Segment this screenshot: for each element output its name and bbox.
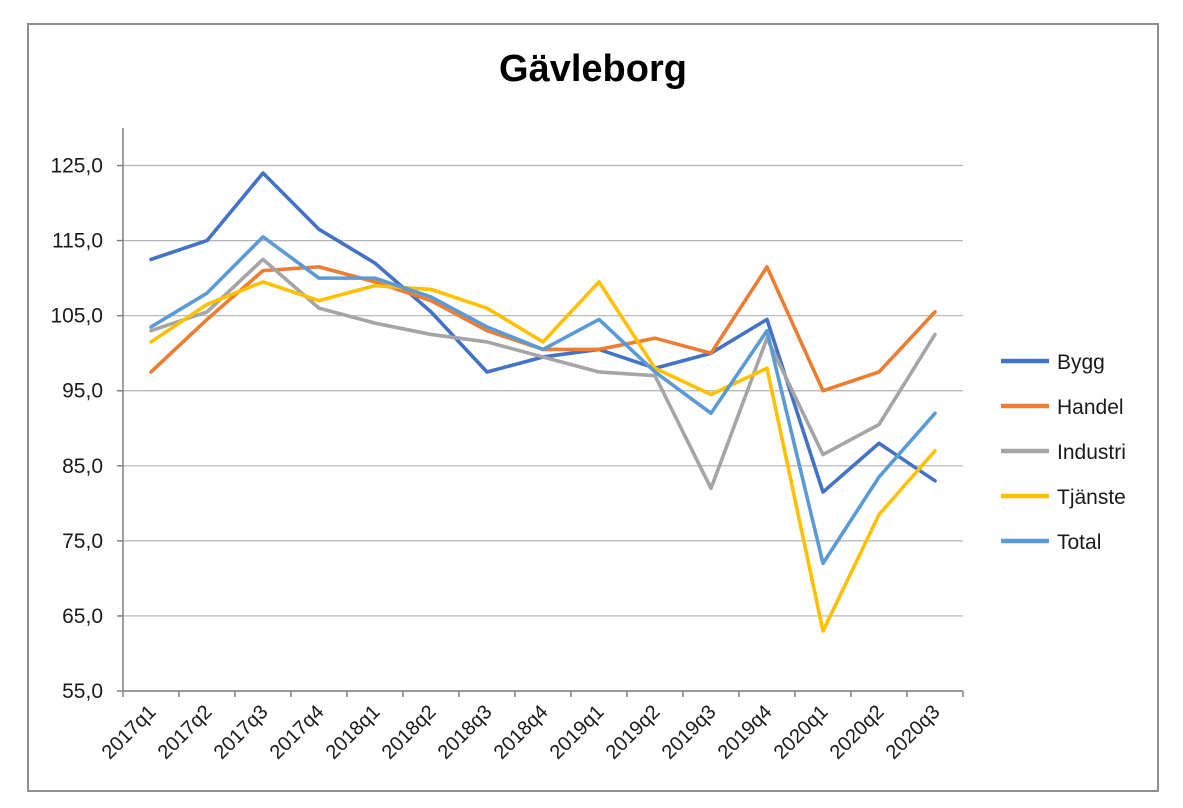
x-axis-tick-label: 2019q1 <box>546 701 609 764</box>
x-axis-tick-label: 2019q3 <box>658 701 721 764</box>
x-axis-tick-label: 2020q3 <box>882 701 945 764</box>
y-axis-tick-label: 115,0 <box>52 230 103 253</box>
x-axis-tick-label: 2018q3 <box>434 701 497 764</box>
x-axis-tick-label: 2018q4 <box>490 701 553 764</box>
y-axis-tick-label: 95,0 <box>62 380 103 403</box>
x-axis-tick-label: 2020q2 <box>826 701 889 764</box>
x-axis-tick-label: 2019q2 <box>602 701 665 764</box>
legend-item-bygg: Bygg <box>1001 351 1105 374</box>
x-axis-tick-label: 2017q1 <box>98 701 161 764</box>
x-axis-tick-label: 2017q2 <box>154 701 217 764</box>
legend-item-total: Total <box>1001 531 1101 554</box>
x-axis-tick-label: 2018q1 <box>322 701 385 764</box>
legend-item-handel: Handel <box>1001 396 1124 419</box>
y-axis-tick-label: 125,0 <box>50 155 103 178</box>
x-axis-tick-label: 2019q4 <box>714 701 777 764</box>
series-line-total <box>149 235 937 566</box>
chart-frame <box>27 23 1159 792</box>
y-axis-tick-label: 65,0 <box>62 605 103 628</box>
y-axis-tick-label: 55,0 <box>62 680 103 703</box>
legend-label-handel: Handel <box>1057 396 1124 419</box>
legend-label-total: Total <box>1057 531 1101 554</box>
legend-item-tjänste: Tjänste <box>1001 486 1126 509</box>
x-axis-tick-label: 2017q3 <box>210 701 273 764</box>
x-axis-tick-label: 2018q2 <box>378 701 441 764</box>
series-line-tjänste <box>149 280 937 633</box>
legend-label-bygg: Bygg <box>1057 351 1105 374</box>
legend-item-industri: Industri <box>1001 441 1126 464</box>
x-axis-tick-label: 2017q4 <box>266 701 329 764</box>
y-axis-tick-label: 75,0 <box>62 530 103 553</box>
y-axis-tick-label: 105,0 <box>50 305 103 328</box>
x-axis-tick-label: 2020q1 <box>770 701 833 764</box>
series-line-industri <box>149 257 937 491</box>
legend-label-tjänste: Tjänste <box>1057 486 1126 509</box>
y-axis-tick-label: 85,0 <box>62 455 103 478</box>
chart-title: Gävleborg <box>499 48 687 90</box>
legend-label-industri: Industri <box>1057 441 1126 464</box>
